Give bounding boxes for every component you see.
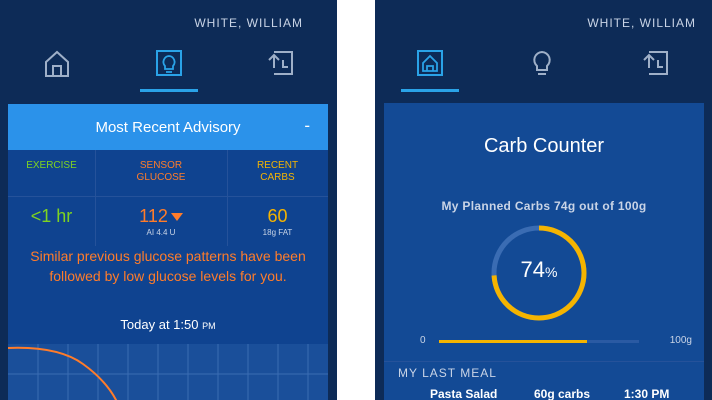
carb-progress-bar-fill bbox=[439, 340, 587, 343]
advisory-message: Similar previous glucose patterns have b… bbox=[30, 248, 306, 284]
advisory-screen: WHITE, WILLIAM Mos bbox=[0, 0, 337, 400]
glucose-chart bbox=[8, 344, 328, 400]
planned-carbs-text: My Planned Carbs 74g out of 100g bbox=[441, 199, 647, 213]
metric-header: EXERCISE bbox=[26, 160, 77, 171]
active-tab-indicator bbox=[401, 89, 459, 92]
meal-carbs: 60g carbs bbox=[534, 387, 591, 400]
metric-sub: AI 4.4 U bbox=[146, 228, 176, 237]
user-name: WHITE, WILLIAM bbox=[587, 16, 696, 30]
metric-value: <1 hr bbox=[30, 206, 73, 226]
percent-symbol: % bbox=[545, 264, 558, 280]
history-icon bbox=[268, 51, 293, 75]
metric-value: 112 bbox=[95, 206, 227, 227]
tab-bar bbox=[375, 44, 712, 94]
carb-progress-arc bbox=[491, 225, 587, 321]
metric-recent-carbs: RECENT CARBS 60 18g FAT bbox=[227, 150, 328, 246]
last-meal-label: MY LAST MEAL bbox=[398, 366, 497, 380]
percent-readout: 74% bbox=[489, 257, 589, 283]
metric-sub: 18g FAT bbox=[262, 228, 293, 237]
tab-bar bbox=[0, 44, 337, 94]
carb-progress-bar bbox=[439, 340, 639, 343]
carb-counter-card: Carb Counter My Planned Carbs 74g out of… bbox=[384, 103, 704, 400]
carb-progress-ring bbox=[491, 225, 587, 321]
home-icon bbox=[45, 50, 69, 77]
metric-header: SENSOR GLUCOSE bbox=[136, 160, 186, 183]
metric-value: 60 bbox=[267, 206, 288, 226]
history-icon bbox=[643, 51, 668, 75]
bar-min-label: 0 bbox=[420, 335, 426, 346]
active-tab-indicator bbox=[140, 89, 198, 92]
glucose-value: 112 bbox=[139, 206, 168, 226]
trend-down-icon bbox=[170, 213, 183, 222]
lightbulb-icon bbox=[533, 50, 551, 75]
tab-history[interactable] bbox=[256, 48, 306, 92]
metric-sensor-glucose: SENSOR GLUCOSE 112 AI 4.4 U bbox=[95, 150, 228, 246]
lightbulb-icon bbox=[156, 50, 182, 76]
advisory-panel: Most Recent Advisory - EXERCISE <1 hr SE… bbox=[8, 104, 328, 400]
collapse-button[interactable]: - bbox=[304, 116, 310, 135]
home-icon bbox=[417, 50, 443, 76]
meal-time: 1:30 PM bbox=[624, 387, 670, 400]
glucose-line bbox=[8, 346, 118, 400]
last-meal-section: MY LAST MEAL bbox=[384, 361, 704, 382]
tab-home[interactable] bbox=[32, 48, 82, 92]
user-name: WHITE, WILLIAM bbox=[194, 16, 303, 30]
advisory-metrics: EXERCISE <1 hr SENSOR GLUCOSE 112 AI 4.4… bbox=[8, 150, 328, 246]
advisory-time: Today at 1:50 PM bbox=[8, 317, 328, 332]
metric-exercise: EXERCISE <1 hr bbox=[8, 150, 96, 246]
percent-value: 74 bbox=[520, 257, 546, 282]
tab-home[interactable] bbox=[401, 48, 459, 92]
tab-advisory[interactable] bbox=[517, 48, 567, 92]
time-label: Today at 1:50 bbox=[120, 317, 199, 332]
carb-counter-screen: WHITE, WILLIAM Carb Count bbox=[375, 0, 712, 400]
advisory-header[interactable]: Most Recent Advisory - bbox=[8, 104, 328, 150]
tab-history[interactable] bbox=[631, 48, 681, 92]
card-title: Carb Counter bbox=[483, 135, 605, 157]
meal-name: Pasta Salad bbox=[430, 387, 498, 400]
metric-header: RECENT CARBS bbox=[256, 160, 299, 183]
advisory-title: Most Recent Advisory bbox=[95, 118, 241, 136]
time-ampm: PM bbox=[202, 321, 216, 331]
tab-advisory[interactable] bbox=[140, 48, 198, 92]
bar-max-label: 100g bbox=[669, 335, 692, 346]
divider bbox=[8, 196, 328, 197]
